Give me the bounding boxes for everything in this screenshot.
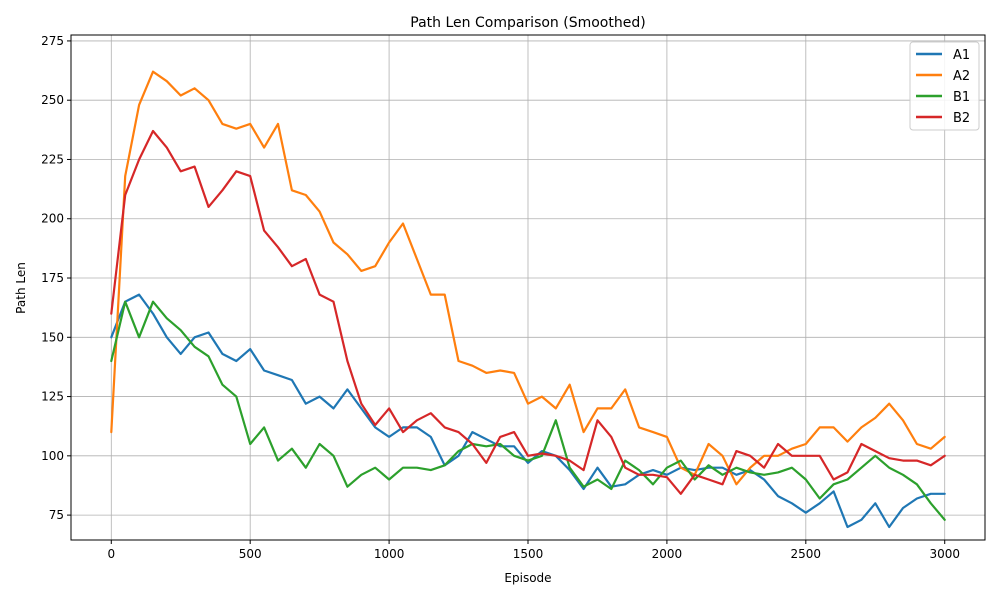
y-tick-label: 100 bbox=[41, 449, 64, 463]
y-tick-label: 225 bbox=[41, 152, 64, 166]
legend-label-a2: A2 bbox=[953, 69, 970, 84]
legend-label-b1: B1 bbox=[953, 90, 970, 105]
series-line-a1 bbox=[110, 293, 946, 529]
legend-label-a1: A1 bbox=[953, 48, 970, 63]
y-axis: 75 100 125 150 175 200 225 250 275 bbox=[41, 34, 71, 522]
x-tick-label: 0 bbox=[107, 547, 115, 561]
x-tick-label: 500 bbox=[239, 547, 262, 561]
chart-title: Path Len Comparison (Smoothed) bbox=[410, 15, 645, 31]
y-tick-label: 200 bbox=[41, 212, 64, 226]
x-axis-label: Episode bbox=[504, 571, 551, 585]
y-tick-label: 275 bbox=[41, 34, 64, 48]
x-axis: 0 500 1000 1500 2000 2500 3000 bbox=[107, 540, 960, 561]
series-layer bbox=[110, 70, 946, 529]
grid bbox=[71, 35, 985, 540]
series-line-b2 bbox=[110, 129, 946, 495]
y-tick-label: 250 bbox=[41, 93, 64, 107]
series-line-a2 bbox=[110, 70, 946, 486]
x-tick-label: 2500 bbox=[791, 547, 822, 561]
y-tick-label: 125 bbox=[41, 390, 64, 404]
y-tick-label: 75 bbox=[49, 508, 64, 522]
legend: A1 A2 B1 B2 bbox=[909, 41, 980, 131]
x-tick-label: 1000 bbox=[374, 547, 405, 561]
x-tick-label: 2000 bbox=[652, 547, 683, 561]
legend-box bbox=[909, 41, 980, 131]
legend-label-b2: B2 bbox=[953, 111, 970, 126]
x-tick-label: 1500 bbox=[513, 547, 544, 561]
y-tick-label: 150 bbox=[41, 330, 64, 344]
x-tick-label: 3000 bbox=[929, 547, 960, 561]
y-tick-label: 175 bbox=[41, 271, 64, 285]
series-line-b1 bbox=[110, 300, 946, 521]
y-axis-label: Path Len bbox=[14, 262, 28, 314]
